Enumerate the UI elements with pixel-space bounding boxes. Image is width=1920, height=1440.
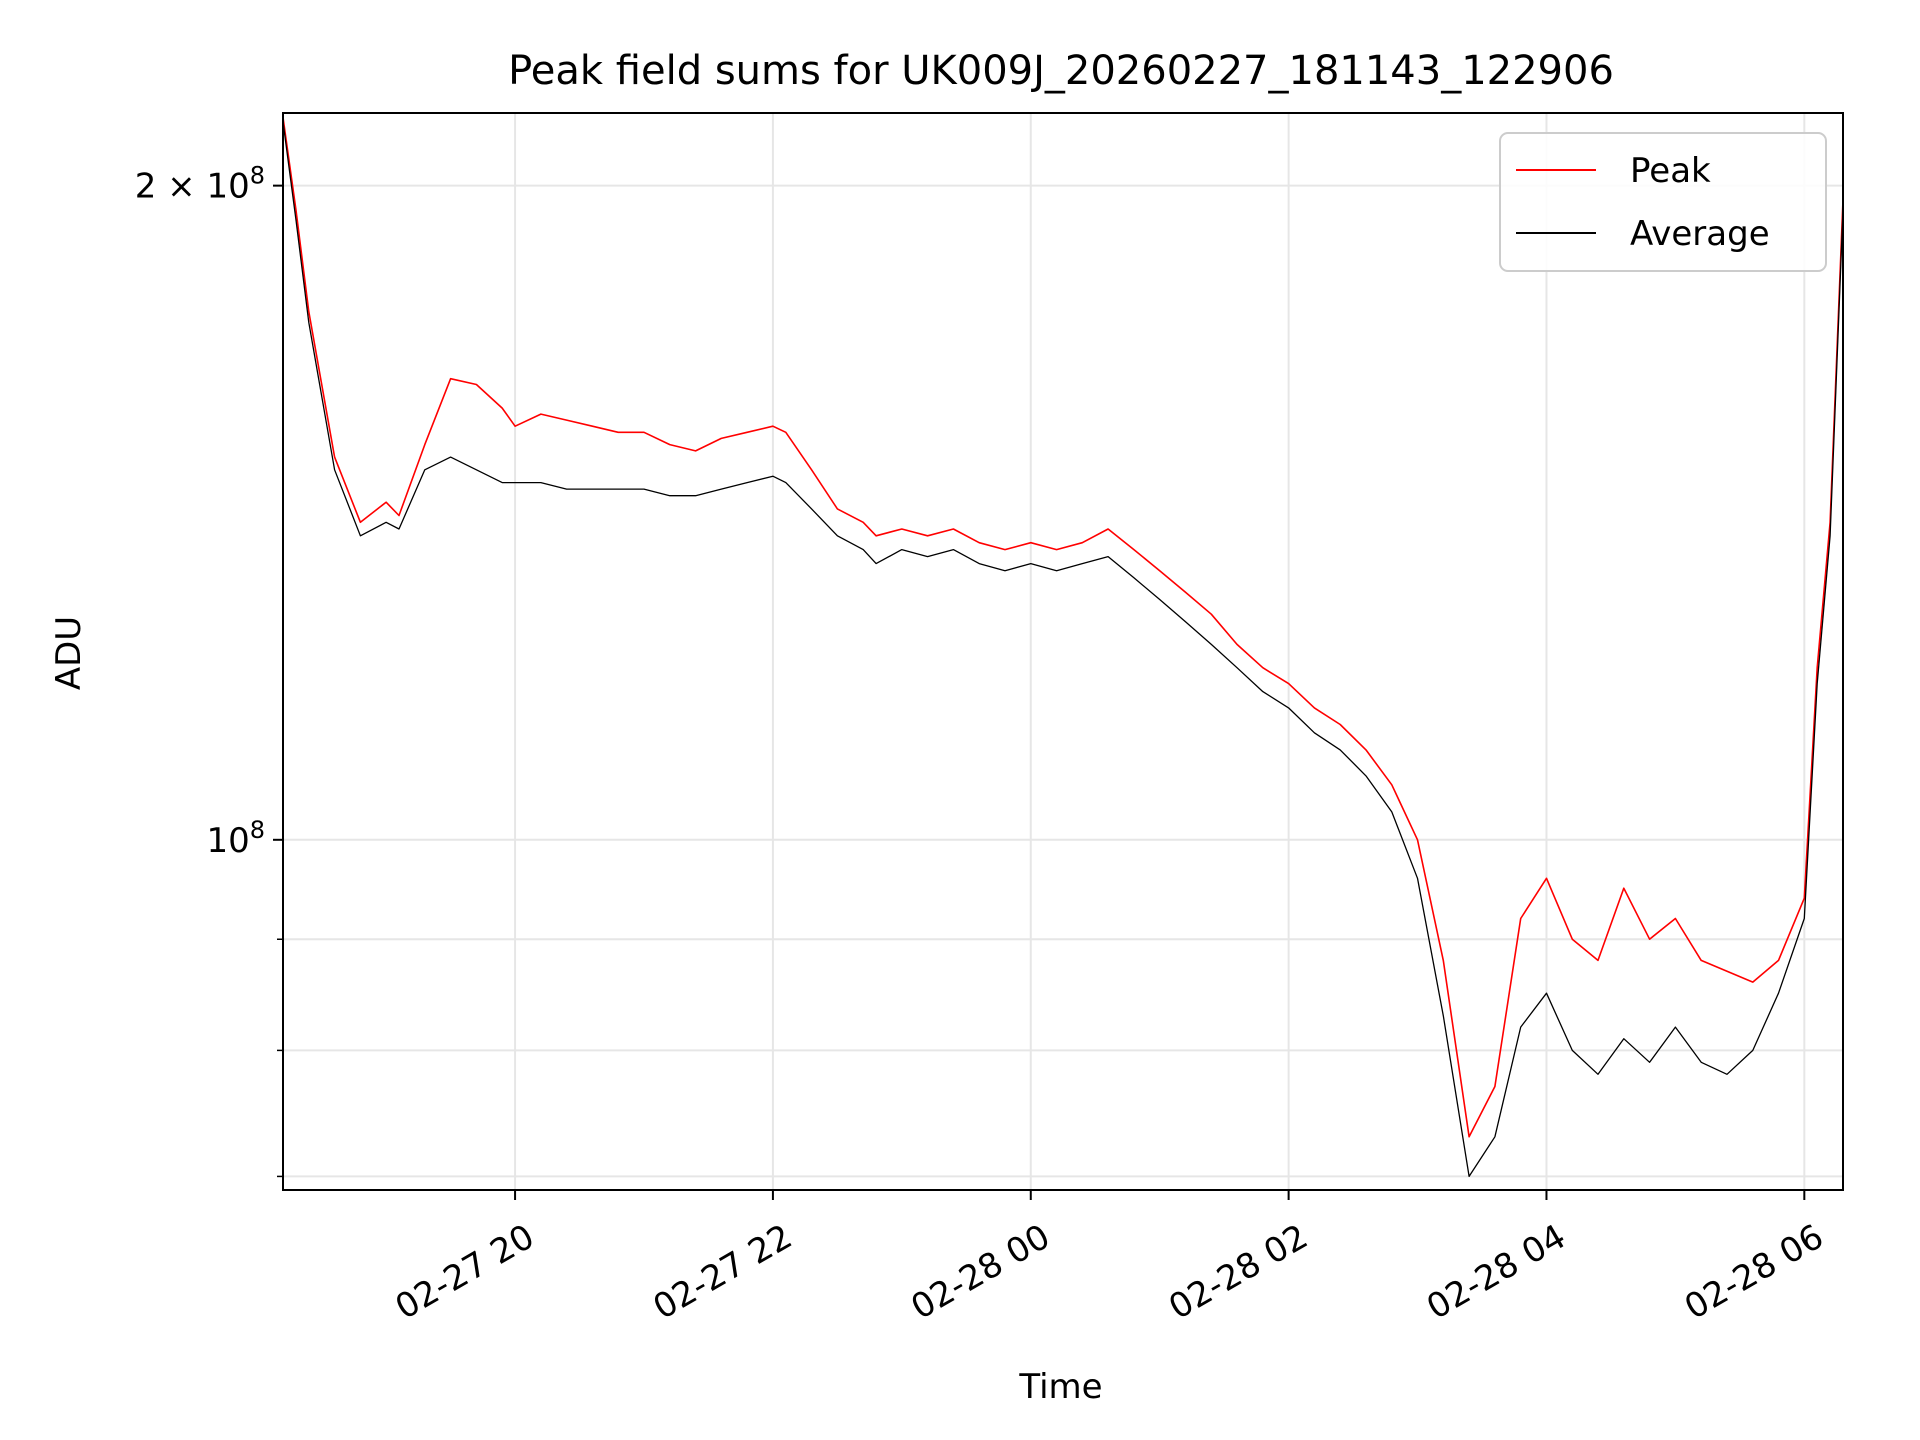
chart-title: Peak field sums for UK009J_20260227_1811… — [508, 48, 1614, 94]
y-axis-ticks: 108 2 × 108 — [135, 162, 283, 1178]
y-axis-label: ADU — [49, 616, 89, 690]
legend-box — [1499, 132, 1827, 272]
legend-average-label: Average — [1630, 214, 1770, 254]
series-group — [282, 117, 1844, 1178]
y-tick-label: 108 — [206, 816, 265, 861]
legend-peak-label: Peak — [1630, 151, 1711, 191]
series-line-peak — [282, 117, 1844, 1138]
y-tick-label: 2 × 108 — [135, 162, 265, 207]
axes-frame — [282, 112, 1844, 1191]
legend: Peak Average — [1499, 132, 1827, 272]
series-line-average — [282, 121, 1844, 1178]
x-axis-label: Time — [1018, 1367, 1102, 1407]
